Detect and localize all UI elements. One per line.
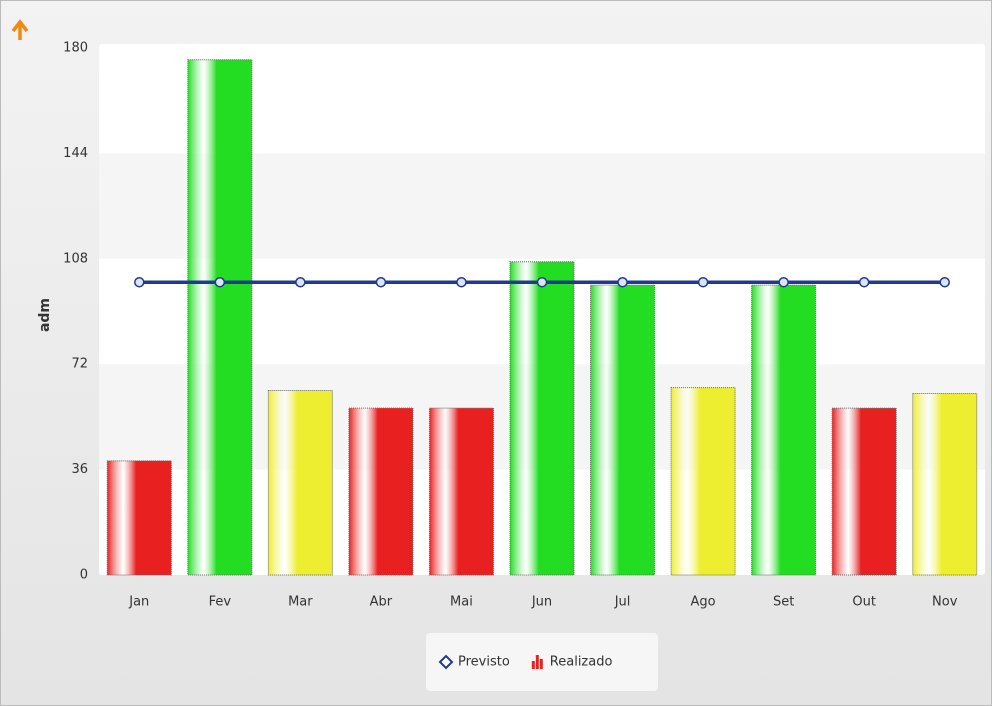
bar [106, 460, 172, 576]
bar [670, 387, 736, 576]
line-point [295, 276, 306, 288]
x-tick-label: Fev [209, 595, 232, 610]
line-point [697, 276, 709, 288]
x-tick-label: Mar [288, 595, 313, 610]
x-tick-label: Out [852, 595, 876, 610]
legend-label: Realizado [550, 655, 613, 670]
x-tick-label: Ago [691, 595, 716, 610]
x-tick-label: Jun [531, 595, 552, 610]
bar [751, 284, 817, 576]
y-tick-label: 108 [63, 251, 88, 266]
line-point [536, 276, 548, 288]
line-point [134, 276, 145, 288]
legend-label: Previsto [458, 655, 510, 670]
y-tick-label: 0 [80, 568, 88, 583]
legend-icon [438, 654, 454, 670]
x-tick-label: Jan [128, 595, 149, 610]
bar [267, 390, 333, 576]
bar [187, 59, 253, 576]
x-tick-label: Jul [614, 595, 631, 610]
up-arrow-icon[interactable] [11, 19, 29, 40]
bar [348, 407, 414, 576]
y-tick-label: 72 [71, 357, 88, 372]
line-point [456, 276, 467, 288]
legend-icon [531, 661, 535, 669]
legend-icon [535, 655, 539, 669]
bar [428, 407, 494, 576]
line-point [858, 276, 870, 288]
line-point [778, 276, 789, 288]
y-tick-label: 144 [63, 146, 88, 161]
bar [509, 261, 575, 576]
line-point [617, 276, 628, 288]
legend-icon [539, 659, 543, 669]
x-tick-label: Set [773, 595, 794, 610]
x-tick-label: Nov [932, 595, 958, 610]
y-tick-label: 36 [71, 462, 88, 477]
line-point [214, 276, 226, 288]
line-point [939, 276, 950, 288]
y-tick-label: 180 [63, 41, 88, 56]
x-tick-label: Abr [370, 595, 393, 610]
line-point [375, 276, 387, 288]
bar [831, 407, 897, 576]
bar [912, 392, 978, 576]
y-axis-label: adm [37, 298, 53, 332]
x-tick-label: Mai [450, 595, 473, 610]
bar [590, 284, 656, 576]
